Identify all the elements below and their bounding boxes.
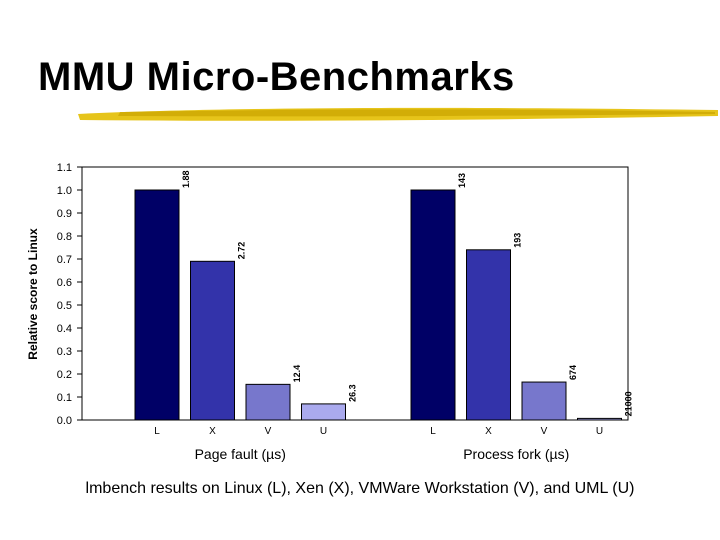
y-tick-label: 0.4 (57, 323, 72, 335)
bar-value-label: 21000 (624, 391, 634, 416)
bar-value-label: 1.88 (181, 170, 191, 188)
x-category-label: U (596, 426, 603, 437)
x-category-label: V (265, 426, 272, 437)
x-group-label: Process fork (µs) (463, 446, 569, 462)
bar-chart: 0.0 0.1 0.2 0.3 0.4 0.5 0.6 0.7 0.8 0.9 1.0 1.1 Rela… (26, 162, 634, 462)
y-tick-label: 1.0 (57, 185, 72, 197)
bar (577, 417, 622, 421)
bar (301, 403, 346, 421)
bar (190, 260, 235, 421)
y-tick-label: 1.1 (57, 162, 72, 174)
bar-value-label: 26.3 (348, 384, 358, 402)
bar-value-label: 674 (568, 365, 578, 380)
y-tick-label: 0.7 (57, 254, 72, 266)
y-tick-label: 0.6 (57, 277, 72, 289)
x-category-label: X (485, 426, 492, 437)
x-category-label: X (209, 426, 216, 437)
y-tick-label: 0.2 (57, 369, 72, 381)
x-category-label: L (154, 426, 160, 437)
bar-value-label: 12.4 (292, 365, 302, 383)
plot-frame (81, 166, 629, 421)
y-axis-label: Relative score to Linux (26, 228, 40, 360)
bar (410, 189, 456, 421)
x-category-label: V (541, 426, 548, 437)
y-tick-label: 0.0 (57, 415, 72, 427)
page-title: MMU Micro-Benchmarks (38, 55, 515, 99)
bar (466, 249, 511, 421)
bar (521, 381, 567, 421)
y-tick-label: 0.5 (57, 300, 72, 312)
chart-caption: lmbench results on Linux (L), Xen (X), V… (85, 480, 635, 497)
title-underline-brush (78, 107, 718, 121)
y-tick-label: 0.1 (57, 392, 72, 404)
bar-value-label: 143 (457, 173, 467, 188)
x-category-label: L (430, 426, 436, 437)
y-tick-label: 0.3 (57, 346, 72, 358)
y-tick-label: 0.9 (57, 208, 72, 220)
bar (245, 383, 291, 421)
y-tick-label: 0.8 (57, 231, 72, 243)
bar (134, 189, 180, 421)
bar-value-label: 193 (513, 233, 523, 248)
x-category-label: U (320, 426, 327, 437)
x-group-label: Page fault (µs) (195, 446, 286, 462)
bar-value-label: 2.72 (237, 242, 247, 260)
